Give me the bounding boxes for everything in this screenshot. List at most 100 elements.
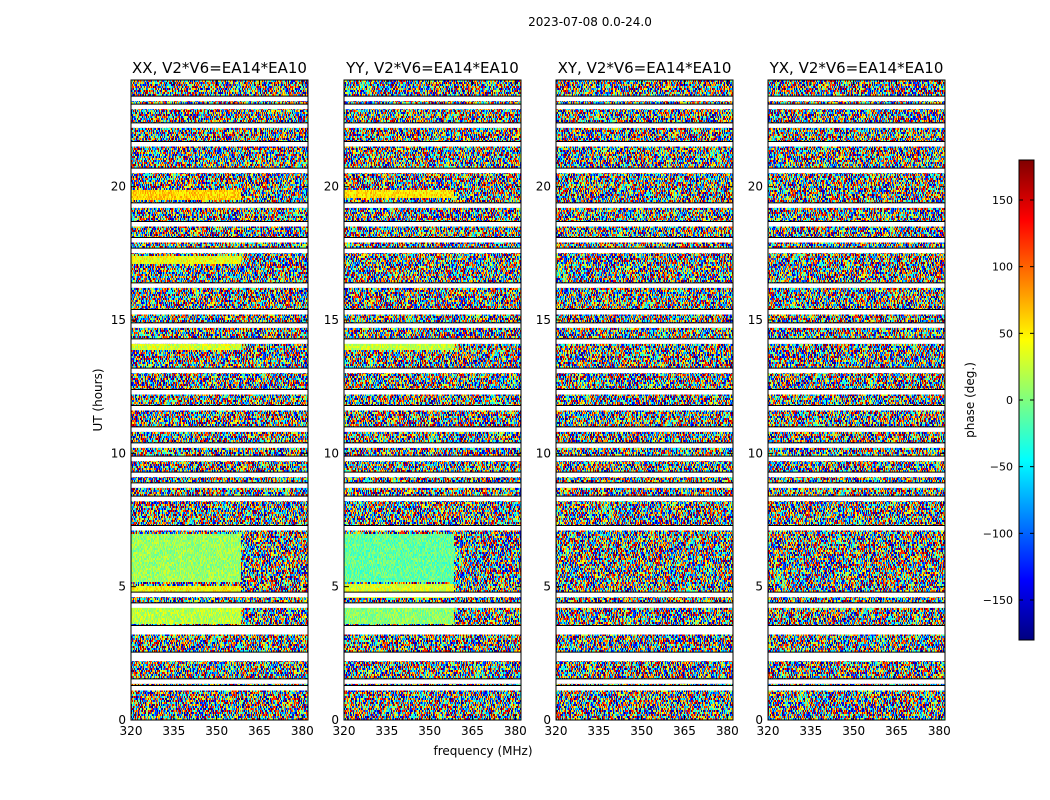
flagged-row [344,629,521,635]
colorbar-label: phase (deg.) [963,362,977,438]
y-tick-label: 5 [755,580,763,594]
flagged-row [344,389,521,395]
flagged-row [768,248,945,254]
flagged-row [131,442,308,448]
x-tick-label: 350 [630,724,653,738]
y-tick-label: 10 [324,446,339,460]
flagged-row [344,496,521,502]
flagged-row [556,482,733,488]
flagged-row [131,104,308,110]
panel-xx: XX, V2*V6=EA14*EA10 320 335 350 365 380 0 5 10 15… [111,59,314,738]
colorbar-tick-label: −150 [983,594,1013,607]
colorbar: 150 100 50 0 −50 −100 −150 phase (deg.) [963,159,1035,641]
flagged-row [556,338,733,344]
flagged-row [131,482,308,488]
colorbar-tick-label: −100 [983,527,1013,540]
panel-yx: YX, V2*V6=EA14*EA10 320 335 350 365 380 0 5 10 15… [748,59,951,738]
flagged-row [131,472,308,478]
colorbar-tick-label: 0 [1006,394,1013,407]
phase-heatmap [344,80,521,720]
flagged-row [131,141,308,147]
x-tick-label: 335 [799,724,822,738]
flagged-row [344,678,521,684]
flagged-row [768,629,945,635]
x-tick-label: 380 [291,724,314,738]
flagged-row [556,168,733,174]
colorbar-tick-label: 150 [992,194,1013,207]
phase-heatmap [768,80,945,720]
flagged-row [556,602,733,608]
flagged-row [131,221,308,227]
flagged-row [556,442,733,448]
flagged-row [768,678,945,684]
flagged-row [556,368,733,374]
flagged-row [344,122,521,128]
flagged-row [768,309,945,315]
flagged-row [768,338,945,344]
y-tick-label: 5 [543,580,551,594]
x-tick-label: 365 [673,724,696,738]
panel-xy: XY, V2*V6=EA14*EA10 320 335 350 365 380 0 5 10 15… [536,59,739,738]
x-tick-label: 380 [928,724,951,738]
flagged-row [556,104,733,110]
x-tick-label: 320 [120,724,143,738]
flagged-row [131,309,308,315]
flagged-row [556,456,733,462]
flagged-row [768,685,945,691]
x-tick-label: 320 [545,724,568,738]
flagged-row [344,426,521,432]
y-tick-label: 5 [331,580,339,594]
x-tick-label: 320 [333,724,356,738]
flagged-row [131,625,308,631]
flagged-row [131,389,308,395]
flagged-row [344,309,521,315]
panel-frame [767,79,946,721]
flagged-row [131,202,308,208]
flagged-row [768,282,945,288]
flagged-row [131,338,308,344]
flagged-row [131,248,308,254]
x-tick-label: 335 [375,724,398,738]
flagged-row [344,338,521,344]
flagged-row [344,248,521,254]
flagged-row [556,678,733,684]
flagged-row [344,405,521,411]
flagged-row [131,525,308,531]
flagged-row [556,525,733,531]
flagged-row [556,405,733,411]
flagged-row [344,282,521,288]
flagged-row [344,625,521,631]
flagged-row [768,202,945,208]
flagged-row [768,602,945,608]
y-tick-label: 15 [324,313,339,327]
flagged-row [131,496,308,502]
panel-frame [130,79,309,721]
flagged-row [768,625,945,631]
flagged-row [556,496,733,502]
flagged-row [344,656,521,662]
flagged-row [768,104,945,110]
y-tick-label: 0 [755,713,763,727]
flagged-row [131,122,308,128]
flagged-row [768,656,945,662]
flagged-row [131,368,308,374]
y-tick-label: 15 [111,313,126,327]
flagged-row [768,389,945,395]
panel-yy: YY, V2*V6=EA14*EA10 320 335 350 365 380 0 5 10 15… [324,59,527,738]
flagged-row [556,96,733,102]
flagged-row [344,442,521,448]
flagged-row [131,426,308,432]
y-tick-label: 0 [331,713,339,727]
x-tick-label: 350 [418,724,441,738]
flagged-row [131,629,308,635]
flagged-row [344,592,521,598]
x-tick-label: 380 [716,724,739,738]
x-tick-label: 350 [842,724,865,738]
x-tick-label: 320 [757,724,780,738]
flagged-row [768,122,945,128]
flagged-row [131,168,308,174]
y-tick-label: 10 [748,446,763,460]
panel-title: YY, V2*V6=EA14*EA10 [345,59,519,77]
flagged-row [556,122,733,128]
colorbar-tick-label: 100 [992,261,1013,274]
